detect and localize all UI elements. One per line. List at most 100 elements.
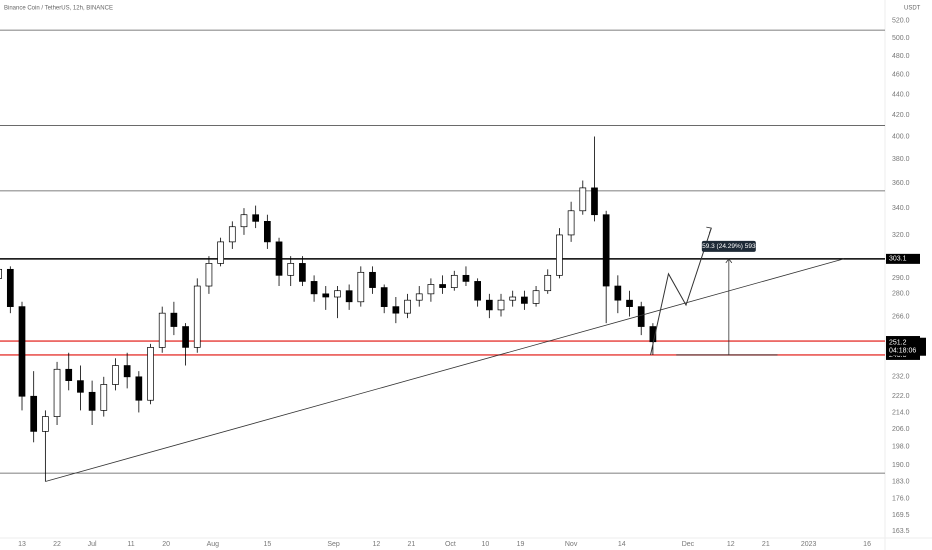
candle-body xyxy=(275,241,283,276)
x-tick-label: 13 xyxy=(18,541,26,548)
candle-body xyxy=(147,347,154,401)
candle-body xyxy=(567,210,575,236)
x-tick-label: 12 xyxy=(727,541,735,548)
candle-body xyxy=(135,376,143,401)
candle-body xyxy=(427,284,435,295)
candle-body xyxy=(497,299,505,311)
y-tick-label: 190.0 xyxy=(892,462,910,469)
candle-body xyxy=(205,263,213,287)
candle-body xyxy=(380,287,388,307)
y-tick-label: 206.0 xyxy=(892,426,910,433)
candle-body xyxy=(474,281,481,301)
y-tick-label: 420.0 xyxy=(892,112,910,119)
y-tick-label: 290.0 xyxy=(892,275,910,282)
candle-body xyxy=(602,214,610,287)
y-tick-label: 480.0 xyxy=(892,53,910,60)
y-tick-label: 280.0 xyxy=(892,291,910,298)
projection-path xyxy=(650,227,712,356)
candle-body xyxy=(509,296,517,301)
y-tick-label: 176.0 xyxy=(892,496,910,503)
x-tick-label: 15 xyxy=(263,541,271,548)
price-tag-label: 303.1 xyxy=(889,256,907,263)
x-tick-label: 11 xyxy=(127,541,134,548)
candle-body xyxy=(521,296,528,304)
candle-body xyxy=(334,290,341,298)
candle-body xyxy=(123,365,131,378)
candle-body xyxy=(193,285,201,348)
candle-body xyxy=(42,416,49,432)
candle-body xyxy=(0,268,2,279)
candle-body xyxy=(287,263,295,276)
x-tick-label: 20 xyxy=(162,541,170,548)
x-tick-label: 2023 xyxy=(801,541,817,548)
candle-body xyxy=(182,326,189,348)
candle-body xyxy=(88,391,96,411)
candle-body xyxy=(649,326,657,343)
y-tick-label: 500.0 xyxy=(892,35,910,42)
candle-body xyxy=(462,274,470,282)
last-price-label: 251.2 xyxy=(889,340,907,347)
x-tick-label: 19 xyxy=(517,541,525,548)
x-tick-label: Nov xyxy=(565,541,578,548)
candle-body xyxy=(369,271,376,288)
countdown: 04:18:06 xyxy=(889,348,916,355)
y-tick-label: 340.0 xyxy=(892,205,910,212)
y-tick-label: 440.0 xyxy=(892,91,910,98)
candle-body xyxy=(30,395,38,432)
x-tick-label: 10 xyxy=(482,541,490,548)
candle-body xyxy=(263,221,271,243)
measure-label: 59.3 (24.29%) 593 xyxy=(702,243,756,250)
candle-body xyxy=(404,299,411,314)
x-tick-label: Aug xyxy=(207,541,220,548)
candle-body xyxy=(485,299,493,311)
x-tick-label: Sep xyxy=(327,541,340,548)
candle-body xyxy=(100,384,108,411)
candle-body xyxy=(252,214,260,222)
x-tick-label: Jul xyxy=(88,541,97,548)
candle-body xyxy=(228,226,236,243)
y-tick-label: 266.0 xyxy=(892,313,910,320)
currency: USDT xyxy=(904,6,921,12)
candle-body xyxy=(217,241,224,264)
trendline xyxy=(45,258,844,482)
candle-body xyxy=(556,234,563,276)
candle-body xyxy=(357,271,365,303)
candle-body xyxy=(310,281,318,295)
chart-title: Binance Coin / TetherUS, 12h, BINANCE xyxy=(4,6,113,12)
candle-body xyxy=(18,306,26,397)
candle-body xyxy=(439,284,446,288)
y-tick-label: 232.0 xyxy=(892,374,910,381)
candle-body xyxy=(77,380,84,393)
candle-body xyxy=(299,263,306,282)
x-tick-label: Dec xyxy=(682,541,695,548)
candle-body xyxy=(637,306,645,327)
candle-body xyxy=(112,365,119,385)
candle-body xyxy=(65,368,73,381)
x-tick-label: Oct xyxy=(445,541,456,548)
x-tick-label: 22 xyxy=(53,541,61,548)
candle-body xyxy=(626,299,633,307)
candle-body xyxy=(240,214,248,228)
candle-body xyxy=(322,293,330,298)
arrow-head xyxy=(725,258,733,264)
x-tick-label: 12 xyxy=(372,541,380,548)
y-tick-label: 400.0 xyxy=(892,133,910,140)
arrow-head xyxy=(706,226,712,234)
y-tick-label: 380.0 xyxy=(892,156,910,163)
candle-body xyxy=(450,274,458,288)
x-tick-label: 21 xyxy=(762,541,770,548)
price-tag xyxy=(886,253,920,264)
candle-body xyxy=(415,293,423,301)
y-tick-label: 169.5 xyxy=(892,512,910,519)
candle-body xyxy=(345,290,353,303)
y-tick-label: 520.0 xyxy=(892,18,910,25)
candle-body xyxy=(591,187,598,216)
candle-body xyxy=(614,285,622,301)
candle-body xyxy=(170,312,178,327)
y-tick-label: 183.0 xyxy=(892,478,910,485)
y-tick-label: 222.0 xyxy=(892,393,910,400)
y-tick-label: 320.0 xyxy=(892,232,910,239)
measure-label-box xyxy=(701,240,756,252)
candle-body xyxy=(6,268,14,307)
